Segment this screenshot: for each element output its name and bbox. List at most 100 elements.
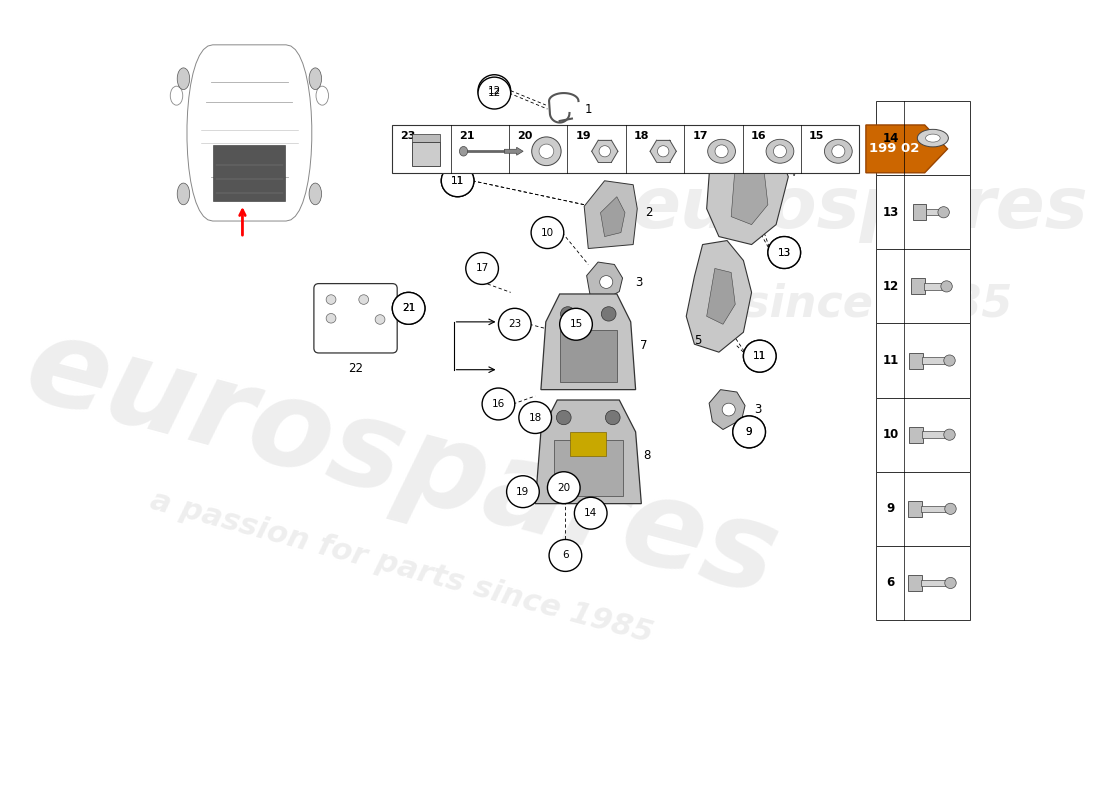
Circle shape: [574, 498, 607, 529]
Circle shape: [744, 340, 777, 372]
Text: 10: 10: [882, 428, 899, 441]
Polygon shape: [706, 137, 789, 245]
Text: 11: 11: [882, 354, 899, 367]
Bar: [560, 330, 617, 382]
Circle shape: [482, 388, 515, 420]
Text: 11: 11: [754, 351, 767, 361]
Text: 12: 12: [487, 86, 500, 96]
Bar: [921, 580, 950, 586]
Ellipse shape: [707, 139, 736, 163]
Text: eurospares: eurospares: [631, 174, 1089, 243]
Circle shape: [393, 292, 425, 324]
Text: 13: 13: [778, 247, 791, 258]
Circle shape: [600, 146, 610, 157]
Ellipse shape: [917, 130, 948, 147]
Circle shape: [945, 578, 956, 589]
Ellipse shape: [177, 68, 189, 90]
Text: 3: 3: [635, 275, 642, 289]
Text: 18: 18: [634, 131, 649, 142]
Ellipse shape: [925, 134, 940, 142]
Text: 21: 21: [459, 131, 474, 142]
Circle shape: [723, 403, 735, 416]
Text: 11: 11: [451, 176, 464, 186]
Text: 23: 23: [400, 131, 416, 142]
Circle shape: [531, 217, 564, 249]
Text: 19: 19: [516, 486, 529, 497]
Circle shape: [393, 292, 425, 324]
Text: a passion for parts since 1985: a passion for parts since 1985: [147, 486, 657, 649]
Bar: [876, 546, 969, 620]
Text: 6: 6: [887, 577, 894, 590]
Text: 21: 21: [402, 303, 415, 314]
Circle shape: [326, 294, 336, 304]
Circle shape: [441, 165, 474, 197]
FancyBboxPatch shape: [314, 284, 397, 353]
Text: 12: 12: [882, 280, 899, 293]
Circle shape: [768, 237, 801, 269]
Bar: [876, 250, 969, 323]
Circle shape: [519, 402, 551, 434]
Circle shape: [938, 206, 949, 218]
Ellipse shape: [825, 139, 852, 163]
Text: 2: 2: [646, 206, 653, 219]
Text: 9: 9: [746, 427, 752, 437]
Polygon shape: [601, 197, 625, 237]
Circle shape: [733, 416, 766, 448]
Text: 9: 9: [746, 427, 752, 437]
FancyBboxPatch shape: [909, 426, 923, 442]
Text: 14: 14: [584, 508, 597, 518]
Ellipse shape: [539, 144, 553, 158]
Polygon shape: [584, 181, 637, 249]
Bar: [921, 506, 950, 512]
Polygon shape: [213, 145, 286, 201]
Polygon shape: [686, 241, 751, 352]
Polygon shape: [586, 262, 623, 302]
Text: 23: 23: [508, 319, 521, 330]
Text: 3: 3: [754, 403, 761, 416]
Text: 17: 17: [475, 263, 488, 274]
Text: 17: 17: [692, 131, 708, 142]
Text: 9: 9: [887, 502, 894, 515]
Text: 12: 12: [487, 88, 500, 98]
Ellipse shape: [309, 68, 321, 90]
Text: 21: 21: [402, 303, 415, 314]
Polygon shape: [650, 140, 676, 162]
Bar: [922, 431, 949, 438]
Circle shape: [605, 410, 620, 425]
Text: 20: 20: [517, 131, 532, 142]
Polygon shape: [592, 140, 618, 162]
Ellipse shape: [460, 146, 467, 156]
Circle shape: [359, 294, 369, 304]
Bar: [926, 209, 944, 215]
Circle shape: [498, 308, 531, 340]
Circle shape: [465, 253, 498, 285]
Text: 20: 20: [558, 482, 570, 493]
Circle shape: [507, 476, 539, 508]
Text: 22: 22: [348, 362, 363, 374]
Circle shape: [944, 355, 955, 366]
Text: 6: 6: [562, 550, 569, 561]
Circle shape: [560, 308, 592, 340]
Polygon shape: [536, 400, 641, 504]
Circle shape: [715, 145, 728, 158]
Bar: [393, 125, 859, 173]
Text: 11: 11: [754, 351, 767, 361]
Ellipse shape: [316, 86, 329, 105]
Circle shape: [441, 165, 474, 197]
Ellipse shape: [766, 139, 794, 163]
Bar: [876, 472, 969, 546]
Text: 11: 11: [451, 176, 464, 186]
Text: 8: 8: [644, 450, 650, 462]
Polygon shape: [706, 269, 735, 324]
Text: 19: 19: [575, 131, 591, 142]
Bar: [876, 323, 969, 398]
Ellipse shape: [531, 137, 561, 166]
Circle shape: [773, 145, 786, 158]
Circle shape: [733, 416, 766, 448]
Polygon shape: [187, 45, 311, 221]
Circle shape: [832, 145, 845, 158]
Bar: [411, 134, 440, 142]
FancyBboxPatch shape: [913, 204, 926, 220]
Text: 7: 7: [640, 339, 647, 352]
Text: 16: 16: [492, 399, 505, 409]
